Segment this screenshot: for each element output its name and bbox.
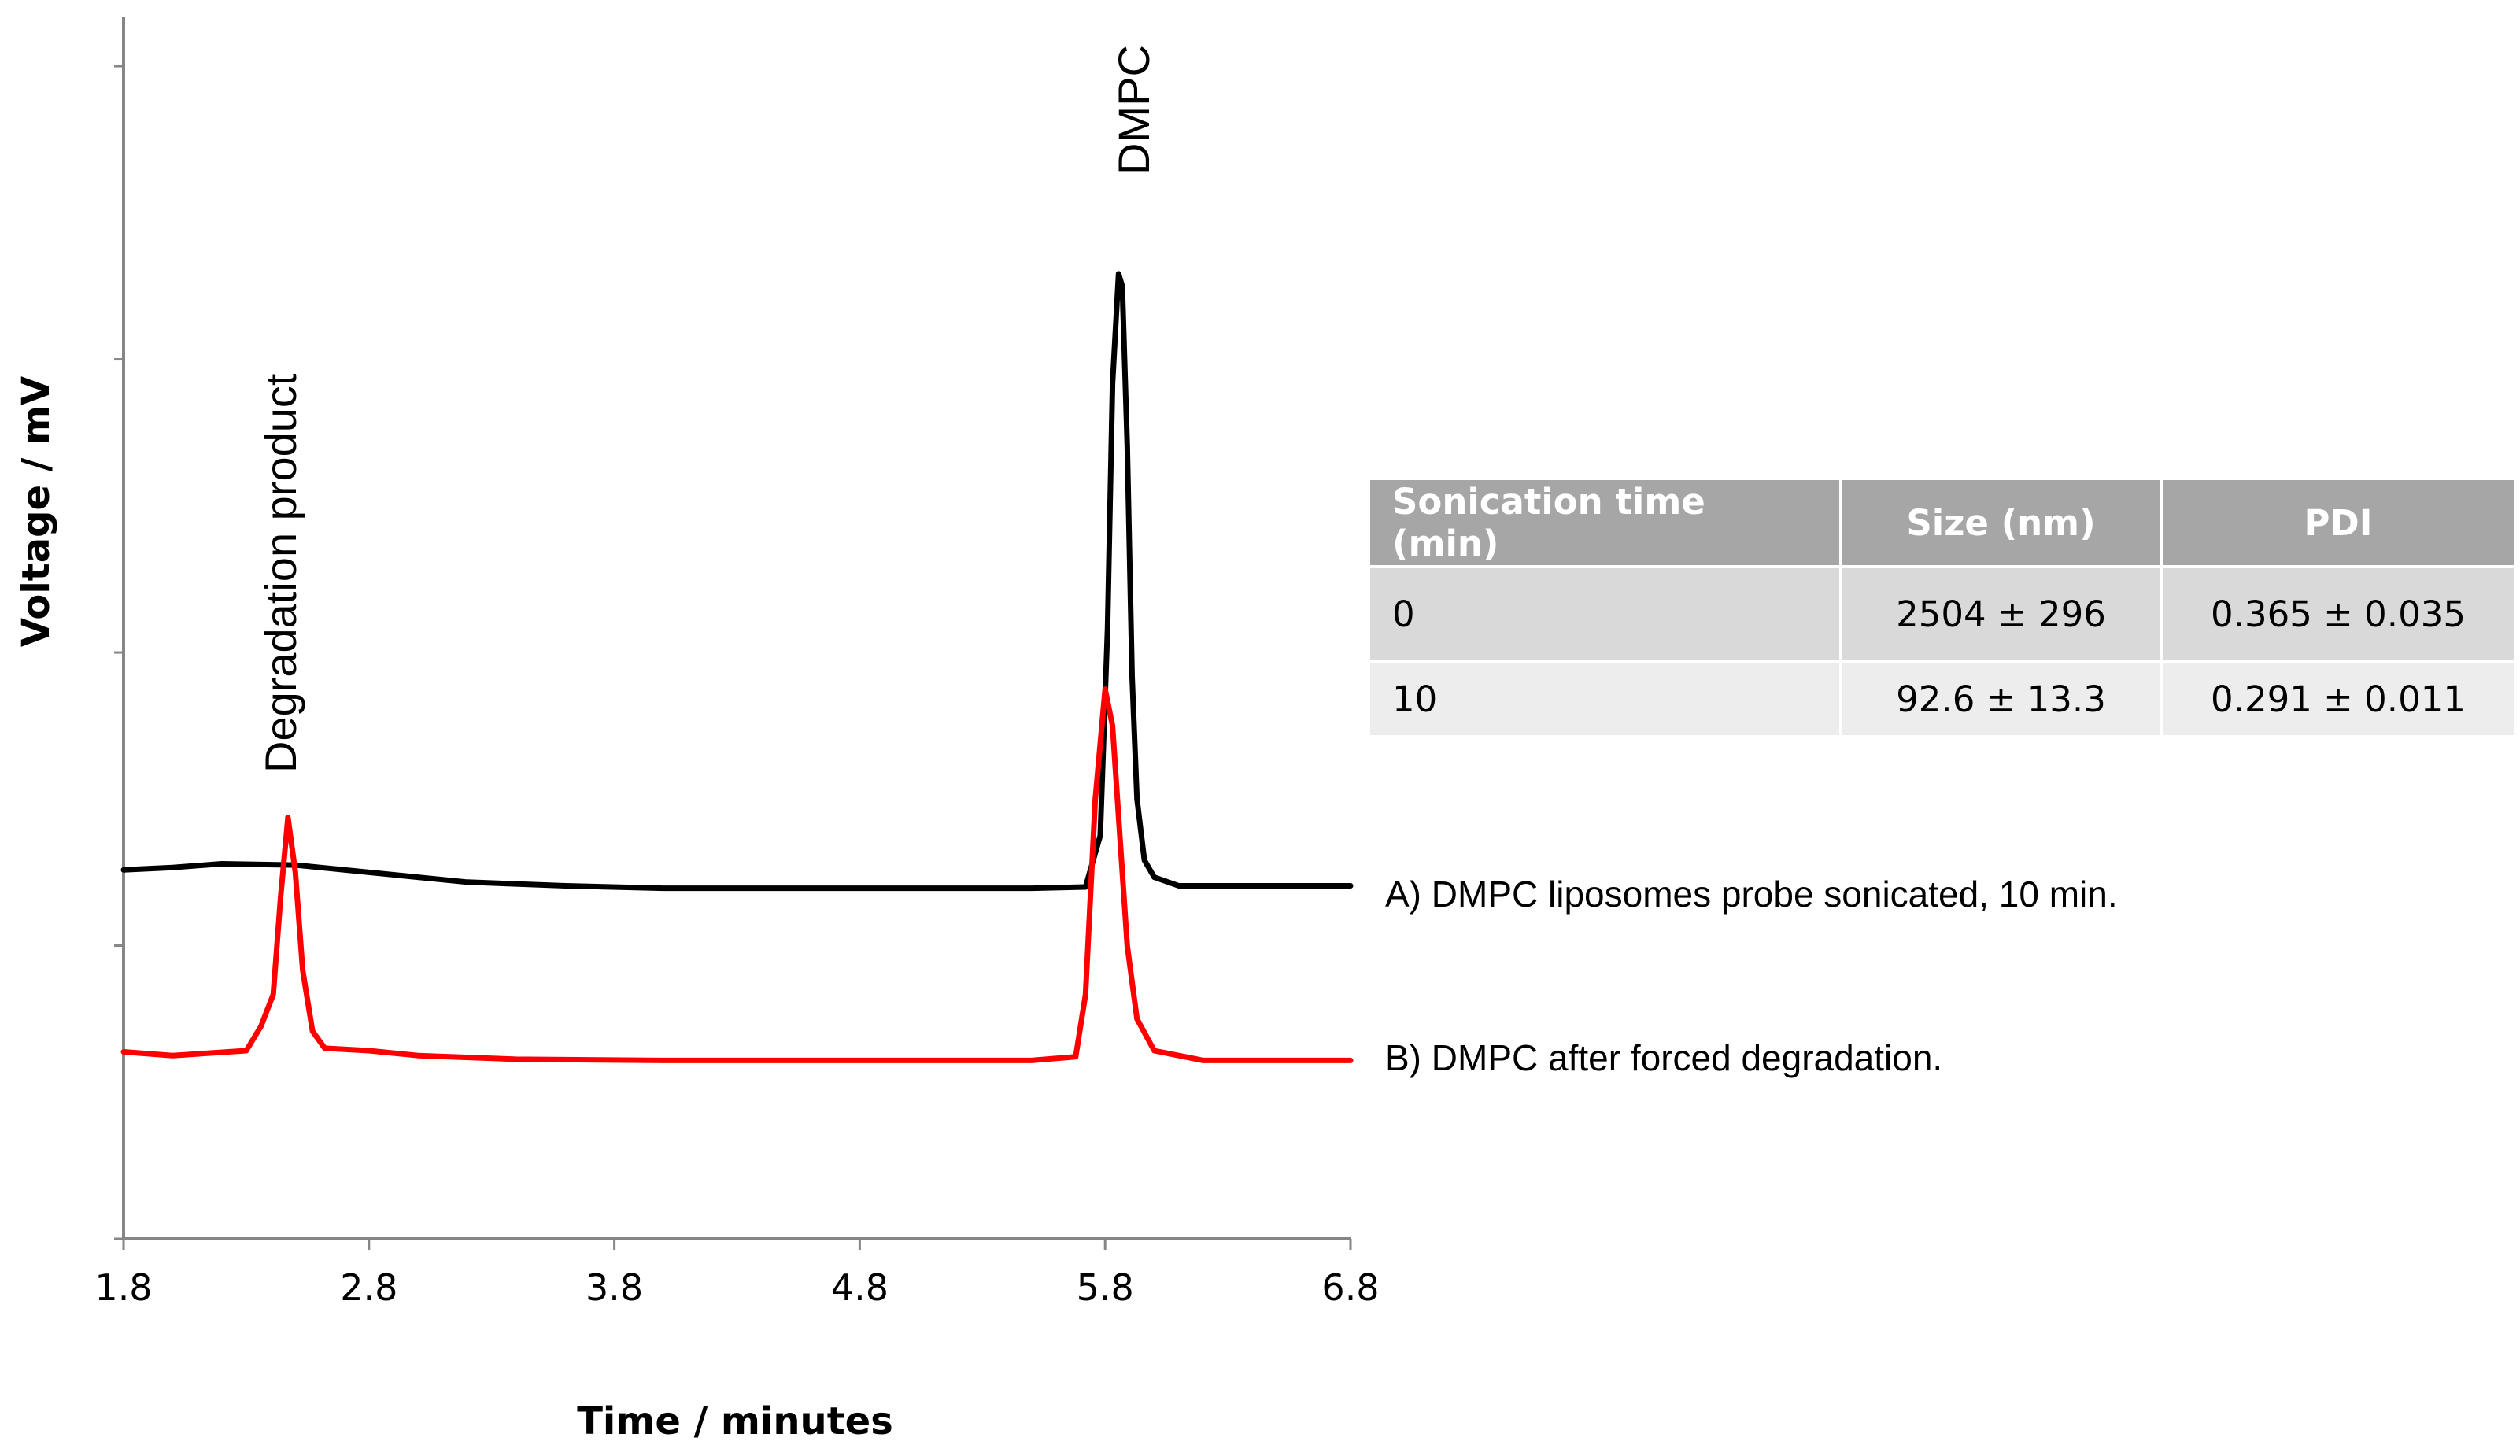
series-b-label: B) DMPC after forced degradation. [1385,1037,1942,1078]
series-a-trace [120,271,1354,892]
table-header-row: Sonication time (min) Size (nm) PDI [1367,477,2517,568]
table-cell: 92.6 ± 13.3 [1839,660,2163,738]
x-tick-label: 5.8 [1077,1266,1134,1309]
sonication-results-table: Sonication time (min) Size (nm) PDI 0 25… [1367,477,2517,738]
table-cell: 10 [1367,660,1842,738]
table-cell: 0.291 ± 0.011 [2160,660,2517,738]
x-tick-label: 2.8 [340,1266,397,1309]
dmpc-peak-label: DMPC [1109,45,1158,175]
x-axis-ticks: 1.8 2.8 3.8 4.8 5.8 6.8 [94,1239,1380,1309]
x-tick-label: 6.8 [1321,1266,1379,1309]
degradation-peak-label: Degradation product [256,373,305,773]
table-cell: 0 [1367,565,1842,663]
y-axis-title: Voltage / mV [14,376,58,647]
table-cell: 0.365 ± 0.035 [2160,565,2517,663]
series-b-trace [120,686,1354,1063]
x-tick-label: 4.8 [831,1266,889,1309]
table-header-cell: Sonication time (min) [1367,477,1842,568]
y-axis-ticks [114,65,124,1240]
table-row: 10 92.6 ± 13.3 0.291 ± 0.011 [1367,660,2517,738]
series-a-label: A) DMPC liposomes probe sonicated, 10 mi… [1385,874,2118,915]
table-header-cell: Size (nm) [1839,477,2163,568]
x-tick-label: 3.8 [586,1266,643,1309]
x-tick-label: 1.8 [94,1266,152,1309]
series-traces [120,271,1354,1063]
table-cell: 2504 ± 296 [1839,565,2163,663]
table-header-cell: PDI [2160,477,2517,568]
x-axis-title: Time / minutes [577,1399,893,1443]
table-row: 0 2504 ± 296 0.365 ± 0.035 [1367,565,2517,663]
